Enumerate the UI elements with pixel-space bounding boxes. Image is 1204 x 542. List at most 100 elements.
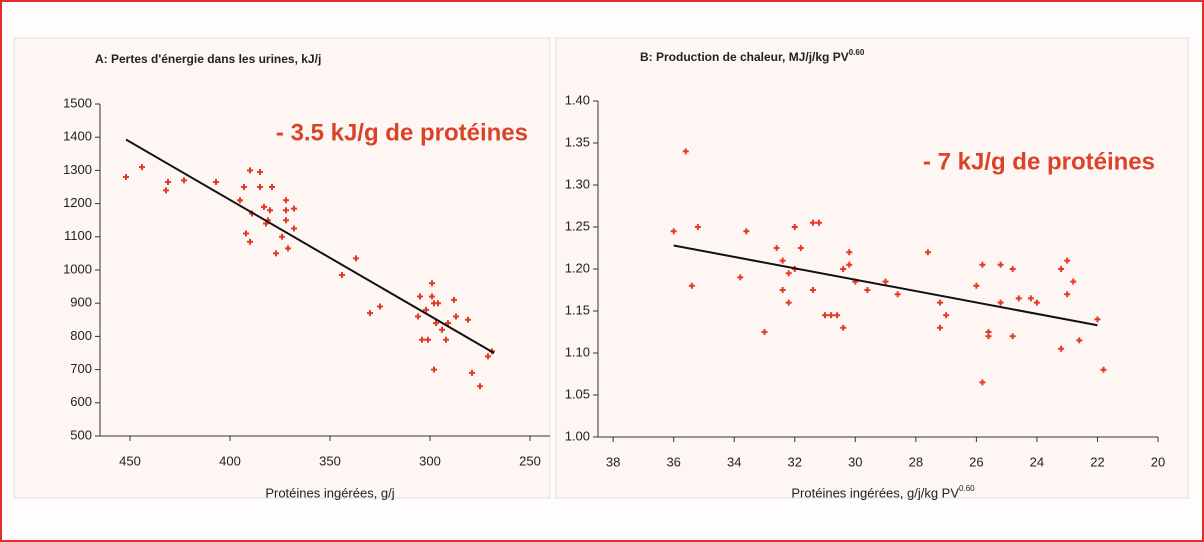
y-tick-label: 1300	[63, 162, 92, 177]
x-tick-label: 20	[1151, 454, 1165, 469]
point	[419, 336, 425, 343]
point	[1064, 291, 1071, 298]
point	[123, 174, 129, 181]
point	[785, 299, 792, 306]
point	[257, 184, 263, 190]
y-tick-label: 1.00	[565, 428, 590, 443]
point	[834, 312, 841, 319]
y-tick-label: 1.20	[565, 260, 590, 275]
point	[840, 266, 847, 272]
x-tick-label: 28	[909, 454, 923, 469]
point	[1076, 337, 1083, 344]
point	[779, 257, 786, 264]
y-tick-label: 1.10	[565, 344, 590, 359]
point	[1009, 333, 1016, 340]
point	[979, 379, 986, 386]
point	[485, 353, 491, 360]
point	[997, 261, 1004, 268]
x-tick-label: 300	[419, 453, 441, 468]
point	[737, 274, 744, 281]
point	[688, 282, 695, 289]
x-axis-label: Protéines ingérées, g/j/kg PV0.60	[791, 484, 975, 500]
point	[1094, 316, 1101, 323]
y-tick-label: 1000	[63, 261, 92, 276]
y-tick-label: 500	[70, 427, 92, 442]
point	[291, 225, 297, 232]
y-tick-label: 1.35	[565, 134, 590, 149]
point	[694, 224, 701, 230]
point	[247, 167, 253, 174]
point	[417, 293, 423, 300]
fit-line	[673, 244, 1098, 327]
x-tick-label: 34	[727, 454, 741, 469]
x-tick-label: 400	[219, 453, 241, 468]
point	[261, 203, 267, 210]
point	[279, 233, 285, 240]
point	[1070, 278, 1077, 285]
point	[1058, 266, 1065, 272]
x-tick-label: 36	[666, 454, 680, 469]
x-label-sup: 0.60	[959, 484, 975, 493]
point	[283, 197, 289, 204]
point	[937, 324, 944, 331]
point	[1033, 299, 1040, 306]
x-tick-label: 250	[519, 453, 541, 468]
point	[431, 366, 437, 373]
point	[822, 312, 829, 319]
point	[1009, 266, 1016, 272]
point	[181, 177, 187, 184]
point	[285, 245, 291, 252]
panel	[555, 37, 1189, 499]
y-tick-label: 1100	[64, 228, 92, 243]
point	[979, 261, 986, 268]
point	[415, 313, 421, 320]
point	[353, 255, 359, 262]
point	[429, 293, 435, 300]
point	[924, 249, 931, 256]
point	[682, 148, 689, 155]
point	[846, 249, 853, 256]
x-tick-label: 26	[969, 454, 983, 469]
point	[429, 280, 435, 287]
y-tick-label: 700	[70, 361, 92, 376]
point	[465, 316, 471, 323]
point	[1027, 295, 1034, 302]
y-tick-label: 1400	[63, 129, 92, 144]
x-tick-label: 450	[119, 453, 141, 468]
point	[1015, 295, 1022, 302]
point	[840, 324, 847, 331]
y-tick-label: 1.30	[565, 176, 590, 191]
y-tick-label: 1.40	[565, 92, 590, 107]
y-tick-label: 1200	[63, 195, 92, 210]
point	[435, 300, 441, 307]
point	[425, 336, 431, 343]
point	[433, 320, 439, 327]
x-axis-label: Protéines ingérées, g/j	[265, 485, 394, 500]
point	[937, 299, 944, 306]
chart-title: A: Pertes d'énergie dans les urines, kJ/…	[95, 52, 321, 66]
panel	[13, 37, 551, 499]
x-tick-label: 32	[788, 454, 802, 469]
y-tick-label: 600	[70, 394, 92, 409]
point	[267, 207, 273, 214]
point	[443, 336, 449, 343]
y-tick-label: 1.25	[565, 218, 590, 233]
point	[1100, 366, 1107, 373]
point	[439, 326, 445, 333]
point	[828, 312, 835, 319]
point	[477, 383, 483, 390]
point	[1064, 257, 1071, 264]
point	[451, 296, 457, 303]
point	[377, 303, 383, 310]
point	[882, 278, 889, 285]
point	[797, 245, 804, 251]
y-tick-label: 800	[70, 328, 92, 343]
point	[743, 228, 750, 235]
point	[997, 299, 1004, 306]
x-tick-label: 22	[1090, 454, 1104, 469]
point	[791, 224, 798, 230]
point	[291, 205, 297, 212]
point	[241, 184, 247, 190]
point	[670, 228, 677, 235]
